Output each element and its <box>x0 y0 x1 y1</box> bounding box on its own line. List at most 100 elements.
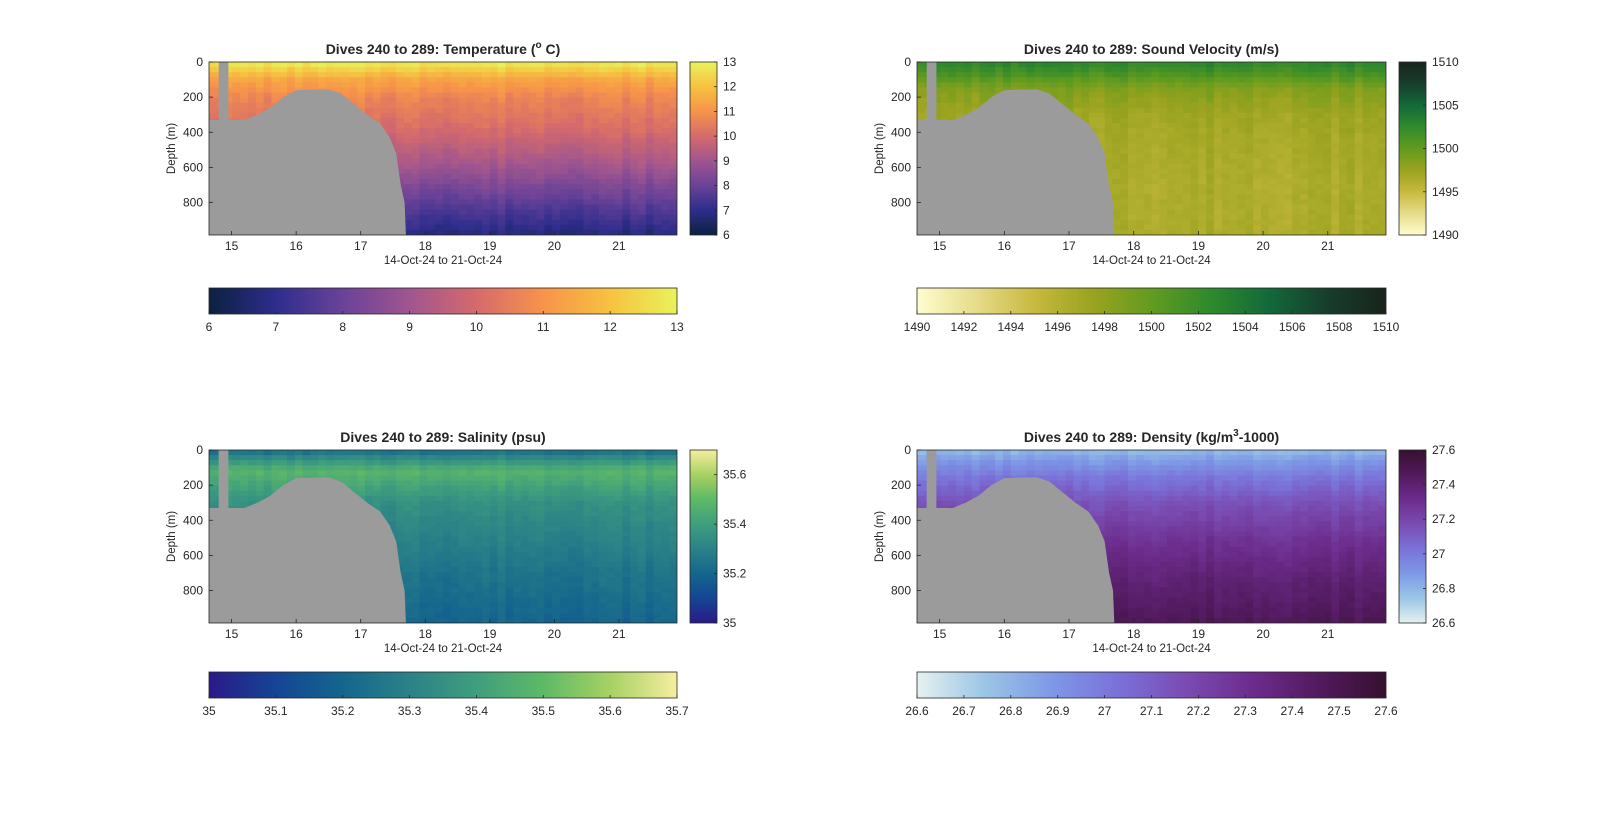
heatmap-cell <box>1245 204 1253 210</box>
heatmap-cell <box>552 118 560 124</box>
heatmap-cell <box>357 450 365 456</box>
heatmap-cell <box>1292 143 1300 149</box>
heatmap-cell <box>1331 77 1339 83</box>
heatmap-cell <box>466 98 474 104</box>
heatmap-cell <box>1214 143 1222 149</box>
heatmap-cell <box>1222 225 1230 231</box>
heatmap-cell <box>1277 174 1285 180</box>
heatmap-cell <box>1198 174 1206 180</box>
heatmap-cell <box>1144 138 1152 144</box>
heatmap-cell <box>638 93 646 99</box>
heatmap-cell <box>1269 149 1277 155</box>
heatmap-cell <box>271 481 279 487</box>
heatmap-cell <box>1245 210 1253 216</box>
heatmap-cell <box>917 82 925 88</box>
heatmap-cell <box>1339 133 1347 139</box>
heatmap-cell <box>505 174 513 180</box>
heatmap-cell <box>1222 149 1230 155</box>
heatmap-cell <box>1159 103 1167 109</box>
heatmap-cell <box>420 72 428 78</box>
heatmap-cell <box>1300 210 1308 216</box>
heatmap-cell <box>591 199 599 205</box>
heatmap-cell <box>1128 179 1136 185</box>
heatmap-cell <box>318 450 326 456</box>
heatmap-cell <box>607 67 615 73</box>
heatmap-cell <box>1214 189 1222 195</box>
heatmap-cell <box>232 108 240 114</box>
heatmap-cell <box>1191 77 1199 83</box>
heatmap-cell <box>607 159 615 165</box>
heatmap-cell <box>505 220 513 226</box>
heatmap-cell <box>1339 77 1347 83</box>
heatmap-cell <box>1136 210 1144 216</box>
heatmap-cell <box>474 143 482 149</box>
heatmap-cell <box>1144 72 1152 78</box>
heatmap-cell <box>1112 72 1120 78</box>
heatmap-cell <box>576 220 584 226</box>
heatmap-cell <box>505 118 513 124</box>
heatmap-cell <box>544 215 552 221</box>
heatmap-cell <box>630 98 638 104</box>
heatmap-cell <box>1081 98 1089 104</box>
heatmap-cell <box>591 82 599 88</box>
heatmap-cell <box>995 72 1003 78</box>
heatmap-cell <box>980 87 988 93</box>
heatmap-cell <box>1237 133 1245 139</box>
heatmap-cell <box>404 169 412 175</box>
heatmap-cell <box>1105 128 1113 134</box>
heatmap-cell <box>1167 87 1175 93</box>
heatmap-cell <box>1277 179 1285 185</box>
heatmap-cell <box>1284 87 1292 93</box>
heatmap-cell <box>1206 93 1214 99</box>
right-colorbar-tick-label: 9 <box>723 154 730 168</box>
y-tick-label: 800 <box>891 196 911 210</box>
heatmap-cell <box>459 179 467 185</box>
heatmap-cell <box>1237 210 1245 216</box>
heatmap-cell <box>513 82 521 88</box>
heatmap-cell <box>1370 77 1378 83</box>
heatmap-cell <box>459 77 467 83</box>
heatmap-cell <box>1237 149 1245 155</box>
heatmap-cell <box>544 174 552 180</box>
heatmap-cell <box>560 108 568 114</box>
heatmap-cell <box>240 72 248 78</box>
heatmap-cell <box>459 108 467 114</box>
heatmap-cell <box>474 98 482 104</box>
heatmap-cell <box>1245 174 1253 180</box>
heatmap-cell <box>1222 93 1230 99</box>
heatmap-cell <box>615 215 623 221</box>
heatmap-cell <box>1136 77 1144 83</box>
heatmap-cell <box>1261 82 1269 88</box>
heatmap-cell <box>1120 67 1128 73</box>
heatmap-cell <box>630 113 638 119</box>
heatmap-cell <box>1042 77 1050 83</box>
heatmap-cell <box>552 169 560 175</box>
heatmap-cell <box>427 113 435 119</box>
heatmap-cell <box>568 82 576 88</box>
heatmap-cell <box>1198 179 1206 185</box>
heatmap-cell <box>1191 143 1199 149</box>
y-tick-label: 600 <box>183 160 203 174</box>
heatmap-cell <box>466 82 474 88</box>
heatmap-cell <box>1167 169 1175 175</box>
heatmap-cell <box>513 154 521 160</box>
heatmap-cell <box>443 77 451 83</box>
heatmap-cell <box>615 93 623 99</box>
heatmap-cell <box>1136 169 1144 175</box>
heatmap-cell <box>1034 62 1042 68</box>
heatmap-cell <box>1331 98 1339 104</box>
heatmap-cell <box>1159 154 1167 160</box>
heatmap-cell <box>1284 215 1292 221</box>
heatmap-cell <box>1277 210 1285 216</box>
heatmap-cell <box>560 67 568 73</box>
heatmap-cell <box>490 113 498 119</box>
heatmap-cell <box>560 113 568 119</box>
heatmap-cell <box>1261 199 1269 205</box>
heatmap-cell <box>599 82 607 88</box>
heatmap-cell <box>521 169 529 175</box>
heatmap-cell <box>279 465 287 471</box>
heatmap-cell <box>1269 118 1277 124</box>
heatmap-cell <box>1323 174 1331 180</box>
heatmap-cell <box>1355 199 1363 205</box>
x-tick-label: 15 <box>933 239 947 253</box>
